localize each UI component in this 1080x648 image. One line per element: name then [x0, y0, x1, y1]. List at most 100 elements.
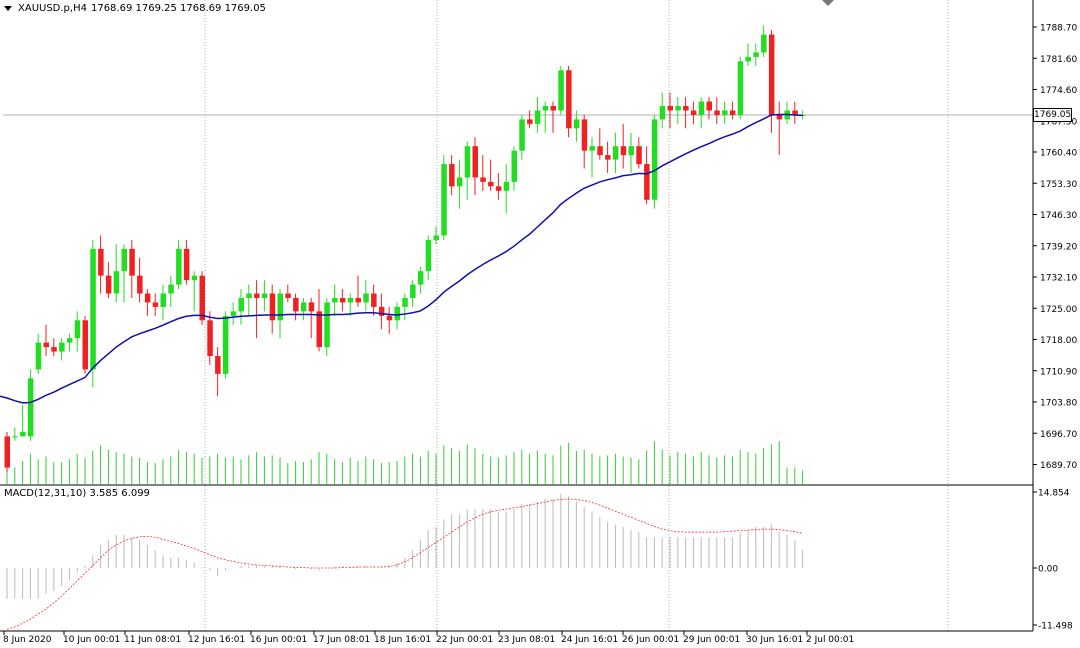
candle-body[interactable]: [706, 101, 713, 111]
symbol-menu-icon[interactable]: [4, 6, 12, 11]
candle-body[interactable]: [488, 181, 494, 187]
candle-body[interactable]: [269, 293, 276, 321]
candle-body[interactable]: [558, 70, 564, 111]
candle-body[interactable]: [534, 110, 541, 124]
candle-body[interactable]: [425, 239, 432, 272]
candle-body[interactable]: [152, 302, 159, 307]
candle-body[interactable]: [800, 114, 806, 116]
candle-body[interactable]: [199, 275, 206, 321]
candle-body[interactable]: [433, 235, 440, 240]
candle-body[interactable]: [339, 297, 346, 303]
candle-body[interactable]: [160, 293, 167, 307]
candle-body[interactable]: [550, 106, 557, 111]
candle-body[interactable]: [59, 342, 65, 352]
candle-body[interactable]: [183, 248, 190, 281]
candle-body[interactable]: [480, 177, 486, 182]
candle-body[interactable]: [503, 181, 510, 191]
candle-body[interactable]: [605, 155, 611, 160]
candle-body[interactable]: [191, 275, 198, 281]
candle-body[interactable]: [215, 356, 221, 374]
candle-body[interactable]: [363, 293, 369, 303]
candle-body[interactable]: [293, 297, 299, 312]
candle-body[interactable]: [573, 119, 580, 129]
candle-body[interactable]: [636, 146, 642, 165]
candle-body[interactable]: [675, 106, 681, 111]
candle-body[interactable]: [238, 297, 245, 312]
candle-body[interactable]: [207, 320, 213, 357]
candle-body[interactable]: [222, 315, 229, 374]
candle-body[interactable]: [176, 248, 182, 285]
candle-body[interactable]: [129, 248, 135, 276]
candle-body[interactable]: [98, 248, 104, 276]
candle-body[interactable]: [776, 114, 783, 120]
chart-shift-marker-icon[interactable]: [822, 0, 834, 6]
candle-body[interactable]: [449, 164, 455, 187]
candle-body[interactable]: [121, 248, 128, 272]
candle-body[interactable]: [737, 61, 744, 115]
candle-body[interactable]: [246, 293, 252, 298]
candle-body[interactable]: [410, 284, 416, 298]
candle-body[interactable]: [761, 34, 767, 53]
candle-body[interactable]: [371, 293, 377, 307]
candle-body[interactable]: [378, 306, 385, 316]
candle-body[interactable]: [261, 293, 268, 298]
candle-body[interactable]: [417, 271, 424, 285]
candle-body[interactable]: [745, 56, 752, 62]
candle-body[interactable]: [667, 106, 674, 111]
candle-body[interactable]: [620, 146, 627, 156]
candle-body[interactable]: [589, 146, 596, 151]
candle-body[interactable]: [402, 297, 408, 307]
candle-body[interactable]: [12, 436, 18, 438]
candle-body[interactable]: [90, 248, 96, 370]
candle-body[interactable]: [597, 146, 603, 156]
candle-body[interactable]: [66, 338, 73, 343]
candle-body[interactable]: [768, 34, 775, 115]
candle-body[interactable]: [612, 146, 619, 160]
candle-body[interactable]: [82, 320, 89, 370]
candle-body[interactable]: [472, 146, 479, 178]
candle-body[interactable]: [729, 110, 736, 115]
candle-body[interactable]: [74, 320, 81, 339]
candle-body[interactable]: [792, 110, 798, 115]
candle-body[interactable]: [105, 275, 112, 294]
candle-body[interactable]: [27, 378, 34, 437]
candle-body[interactable]: [394, 306, 401, 321]
candle-body[interactable]: [441, 164, 447, 236]
candle-body[interactable]: [316, 311, 323, 348]
candle-body[interactable]: [644, 164, 650, 200]
candle-body[interactable]: [628, 146, 635, 156]
candle-body[interactable]: [714, 110, 720, 115]
candle-body[interactable]: [137, 275, 143, 294]
candle-body[interactable]: [230, 311, 237, 316]
candle-body[interactable]: [324, 302, 330, 348]
candle-body[interactable]: [651, 119, 658, 200]
candle-body[interactable]: [35, 342, 42, 370]
candle-body[interactable]: [347, 297, 354, 303]
candle-body[interactable]: [285, 293, 291, 298]
candle-body[interactable]: [456, 177, 463, 187]
candle-body[interactable]: [254, 293, 260, 298]
candle-body[interactable]: [511, 150, 518, 182]
candle-body[interactable]: [519, 119, 525, 151]
candle-body[interactable]: [20, 431, 26, 437]
candle-body[interactable]: [659, 106, 666, 120]
candle-body[interactable]: [753, 52, 759, 57]
candle-body[interactable]: [308, 302, 315, 312]
candle-body[interactable]: [277, 293, 284, 321]
candle-body[interactable]: [113, 271, 120, 294]
candle-body[interactable]: [51, 347, 57, 352]
candle-body[interactable]: [332, 297, 338, 303]
candle-body[interactable]: [581, 119, 588, 151]
candle-body[interactable]: [168, 284, 174, 294]
candle-body[interactable]: [698, 101, 705, 115]
candle-body[interactable]: [722, 110, 728, 115]
candle-body[interactable]: [300, 302, 307, 312]
candle-body[interactable]: [690, 110, 697, 115]
candle-body[interactable]: [683, 106, 689, 111]
candle-body[interactable]: [495, 186, 502, 191]
candle-body[interactable]: [566, 70, 572, 129]
candle-body[interactable]: [527, 119, 533, 124]
candle-body[interactable]: [355, 297, 362, 303]
